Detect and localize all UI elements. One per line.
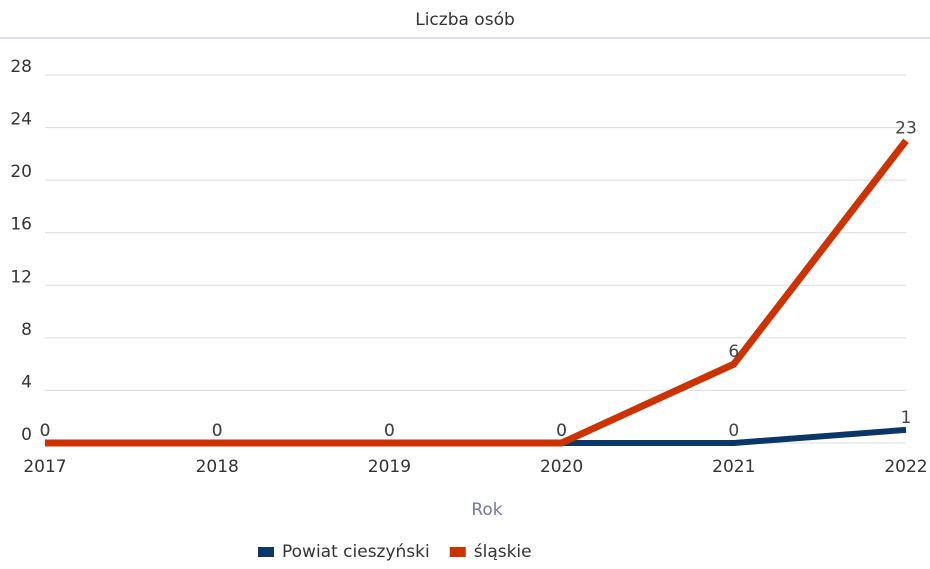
legend-swatch: [449, 547, 466, 557]
data-label: 0: [40, 421, 51, 441]
data-label: 0: [384, 421, 395, 441]
x-tick-label: 2022: [884, 457, 927, 477]
series-line: [45, 138, 909, 447]
y-tick-label: 20: [10, 162, 32, 182]
legend-label: śląskie: [474, 542, 532, 562]
x-tick-label: 2018: [196, 457, 239, 477]
data-label: 6: [728, 342, 739, 362]
data-label: 0: [556, 421, 567, 441]
x-tick-label: 2017: [23, 457, 66, 477]
y-tick-label: 4: [21, 372, 32, 392]
x-axis-label: Rok: [471, 500, 502, 520]
data-label: 0: [40, 421, 51, 441]
data-label: 23: [895, 119, 917, 139]
y-tick-label: 28: [10, 57, 32, 77]
y-tick-label: 16: [10, 215, 32, 235]
legend-swatch: [258, 547, 274, 557]
data-label: 0: [212, 421, 223, 441]
x-tick-label: 2021: [712, 457, 755, 477]
data-label: 0: [728, 421, 739, 441]
x-tick-label: 2019: [368, 457, 411, 477]
data-label: 0: [212, 421, 223, 441]
y-tick-label: 0: [21, 425, 32, 445]
y-tick-label: 8: [21, 320, 32, 340]
y-tick-label: 12: [10, 267, 32, 287]
x-tick-label: 2020: [540, 457, 583, 477]
data-label: 0: [556, 421, 567, 441]
data-label: 0: [384, 421, 395, 441]
data-label: 1: [901, 408, 912, 428]
y-tick-label: 24: [10, 110, 32, 130]
chart-title: Liczba osób: [415, 10, 515, 30]
legend-label: Powiat cieszyński: [282, 542, 430, 562]
